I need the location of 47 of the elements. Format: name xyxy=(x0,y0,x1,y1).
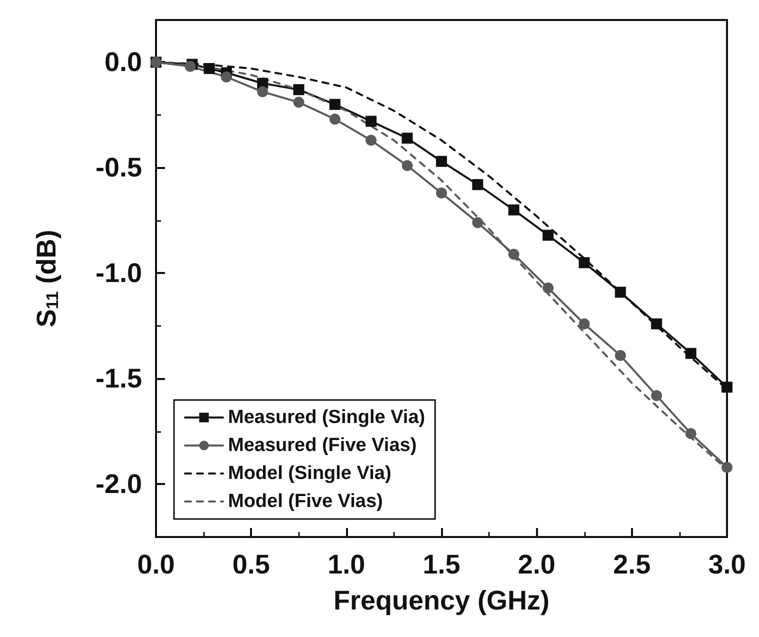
x-tick-label: 3.0 xyxy=(708,550,746,580)
point xyxy=(614,286,626,298)
point xyxy=(220,71,232,82)
point xyxy=(685,428,696,440)
y-tick-label: -1.5 xyxy=(95,364,142,394)
point xyxy=(614,350,626,362)
point xyxy=(722,382,732,393)
point xyxy=(578,318,590,330)
point xyxy=(402,132,413,144)
point xyxy=(204,63,215,74)
legend-label: Model (Single Via) xyxy=(228,463,392,484)
point xyxy=(293,84,304,96)
legend-label: Model (Five Vias) xyxy=(228,491,383,512)
point xyxy=(651,318,662,330)
point xyxy=(366,116,377,127)
point xyxy=(472,217,484,228)
legend-label: Measured (Single Via) xyxy=(228,407,426,428)
point xyxy=(685,348,696,359)
point xyxy=(508,248,520,260)
legend-label: Measured (Five Vias) xyxy=(228,435,417,456)
point xyxy=(578,257,590,268)
point xyxy=(542,282,554,294)
x-tick-label: 0.5 xyxy=(232,550,270,580)
point xyxy=(436,188,447,199)
y-tick-label: -1.0 xyxy=(95,258,142,288)
point xyxy=(257,86,268,98)
y-tick-label: 0.0 xyxy=(104,47,142,78)
x-tick-label: 2.5 xyxy=(613,550,651,580)
point xyxy=(436,156,447,167)
point xyxy=(722,462,732,473)
x-tick-label: 1.0 xyxy=(328,550,366,580)
point xyxy=(293,96,304,108)
point xyxy=(508,204,520,216)
x-tick-label: 2.0 xyxy=(518,550,556,580)
y-tick-label: -0.5 xyxy=(95,152,142,183)
point xyxy=(651,390,662,402)
point xyxy=(472,179,484,190)
y-tick-label: -2.0 xyxy=(95,469,142,500)
point xyxy=(402,160,413,172)
point xyxy=(329,114,340,125)
x-axis-title: Frequency (GHz) xyxy=(333,586,550,616)
x-tick-label: 1.5 xyxy=(422,550,460,580)
point xyxy=(542,230,554,241)
point xyxy=(366,134,377,146)
y-axis-title: S11 (dB) xyxy=(32,230,62,328)
point xyxy=(329,98,340,110)
x-tick-label: 0.0 xyxy=(137,550,175,580)
